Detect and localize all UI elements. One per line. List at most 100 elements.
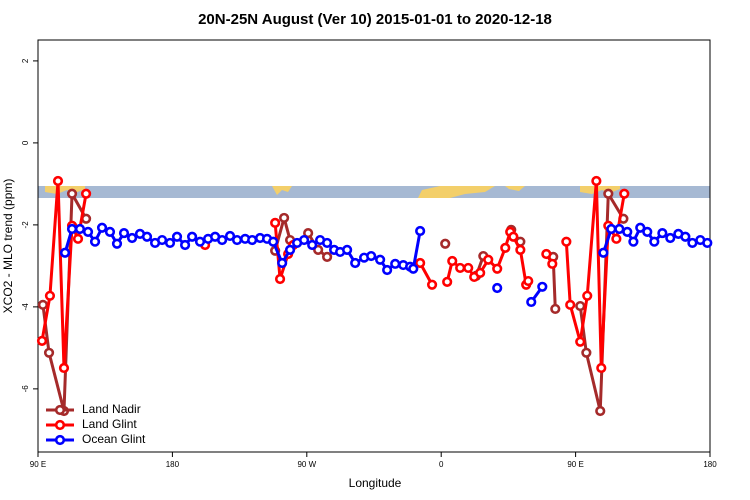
x-tick-label: 90 E	[567, 460, 583, 469]
data-point	[171, 231, 183, 242]
data-point	[366, 250, 377, 262]
data-point	[515, 244, 526, 255]
x-tick-label: 180	[166, 460, 180, 469]
data-point	[350, 257, 361, 269]
plot-frame	[37, 39, 711, 453]
data-point	[247, 234, 258, 246]
data-point	[537, 281, 548, 292]
legend-label: Land Nadir	[82, 402, 141, 416]
data-point	[702, 237, 713, 249]
legend-marker	[54, 419, 66, 431]
data-point	[342, 244, 353, 255]
data-point	[36, 335, 48, 347]
y-tick-label: 2	[21, 58, 30, 63]
data-point	[322, 251, 333, 262]
x-axis-label: Longitude	[349, 476, 402, 490]
data-point	[596, 362, 607, 374]
data-point	[303, 227, 314, 239]
data-point	[687, 237, 698, 249]
data-point	[224, 230, 236, 242]
data-point	[194, 236, 206, 247]
data-point	[622, 226, 633, 237]
data-point	[322, 237, 333, 249]
data-point	[80, 188, 92, 199]
x-tick-label: 180	[703, 460, 717, 469]
data-point	[37, 299, 49, 310]
data-point	[44, 290, 56, 301]
data-point	[508, 231, 519, 242]
data-point	[575, 336, 586, 347]
y-tick-label: -6	[21, 385, 30, 393]
data-point	[179, 239, 191, 251]
data-point	[582, 290, 593, 301]
y-tick-label: 0	[21, 140, 30, 145]
y-tick-label: -2	[21, 221, 30, 229]
data-point	[447, 255, 458, 267]
map-strip	[38, 186, 710, 198]
data-point	[665, 232, 676, 244]
y-axis-label: XCO2 - MLO trend (ppm)	[1, 179, 15, 314]
data-point	[550, 303, 561, 315]
data-point	[619, 188, 630, 199]
x-tick-label: 90 E	[30, 460, 46, 469]
data-point	[89, 236, 101, 247]
data-point	[642, 226, 653, 237]
legend-marker	[54, 404, 66, 416]
data-point	[415, 225, 426, 237]
data-point	[277, 257, 288, 269]
series-line	[40, 179, 626, 370]
y-tick-label: -4	[21, 303, 30, 311]
data-point	[59, 247, 71, 258]
data-point	[66, 188, 78, 199]
data-point	[231, 234, 243, 246]
data-point	[455, 262, 466, 274]
data-point	[382, 264, 393, 276]
data-point	[492, 263, 503, 274]
data-point	[408, 263, 419, 274]
data-point	[591, 175, 602, 187]
data-point	[111, 238, 123, 249]
data-point	[523, 275, 534, 287]
data-point	[440, 238, 451, 249]
data-point	[270, 217, 281, 228]
data-point	[307, 239, 318, 251]
data-point	[187, 231, 198, 242]
data-point	[595, 405, 606, 417]
data-point	[104, 226, 116, 237]
data-point	[72, 233, 84, 244]
data-point	[52, 175, 64, 187]
data-point	[565, 299, 576, 310]
data-point	[58, 362, 70, 374]
data-point	[581, 347, 592, 358]
data-point	[614, 223, 625, 235]
data-point	[156, 234, 168, 246]
data-point	[82, 226, 94, 237]
data-point	[375, 254, 386, 265]
legend-label: Ocean Glint	[82, 432, 146, 446]
data-point	[657, 227, 668, 239]
data-point	[463, 262, 474, 274]
legend-label: Land Glint	[82, 417, 137, 431]
data-point	[274, 273, 286, 285]
data-point	[43, 347, 55, 358]
data-point	[96, 222, 108, 233]
data-point	[284, 244, 296, 255]
data-point	[442, 276, 453, 287]
data-point	[628, 236, 639, 247]
data-point	[299, 234, 310, 246]
data-point	[606, 223, 617, 235]
x-tick-label: 90 W	[297, 460, 316, 469]
data-point	[561, 236, 572, 247]
data-point	[680, 231, 691, 242]
data-point	[141, 231, 153, 242]
data-point	[279, 212, 290, 224]
data-point	[415, 257, 426, 269]
data-point	[475, 267, 486, 278]
data-point	[217, 234, 228, 246]
data-point	[126, 232, 138, 244]
data-point	[541, 248, 552, 260]
data-point	[575, 300, 586, 312]
data-point	[118, 227, 130, 239]
data-point	[426, 279, 438, 290]
